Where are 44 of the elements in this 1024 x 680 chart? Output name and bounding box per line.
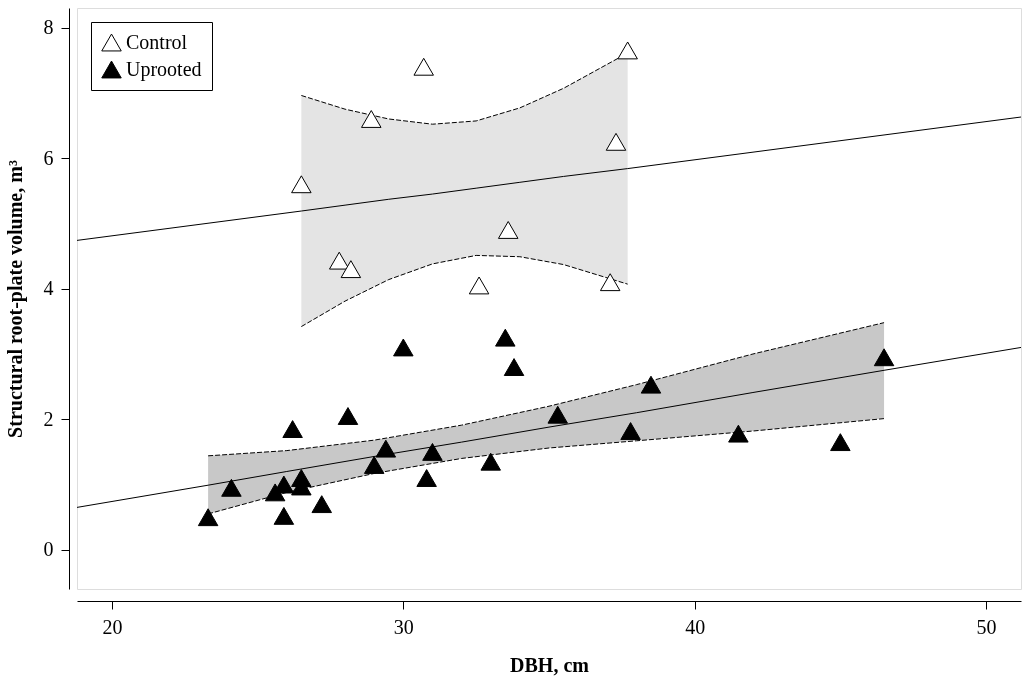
- y-tick-label: 6: [43, 146, 54, 169]
- point: [728, 424, 749, 443]
- x-tick-label: 40: [685, 615, 706, 638]
- point: [422, 442, 443, 461]
- point: [617, 41, 638, 60]
- x-tick-label: 50: [976, 615, 997, 638]
- point: [375, 439, 397, 458]
- point: [640, 375, 662, 394]
- line-series: [207, 322, 885, 457]
- x-tick-label: 20: [102, 615, 123, 638]
- y-tick-label: 2: [43, 407, 54, 430]
- legend-label: Control: [126, 30, 188, 53]
- point: [197, 508, 219, 527]
- point: [547, 405, 568, 424]
- legend-label: Uprooted: [126, 57, 202, 81]
- point: [503, 358, 525, 376]
- point: [221, 478, 242, 497]
- point: [337, 407, 359, 425]
- point: [620, 422, 641, 440]
- point: [416, 469, 437, 487]
- y-axis-title: Structural root-plate volume, m³: [3, 160, 27, 438]
- point: [311, 495, 332, 514]
- point: [363, 456, 385, 474]
- y-tick-label: 0: [43, 538, 54, 561]
- point: [273, 506, 295, 525]
- line-series: [300, 254, 629, 328]
- point: [873, 348, 895, 367]
- y-tick-label: 4: [43, 277, 54, 300]
- point: [495, 328, 516, 347]
- point: [480, 452, 501, 471]
- point: [830, 433, 851, 452]
- point: [291, 175, 312, 194]
- point: [393, 338, 414, 357]
- point: [497, 221, 519, 239]
- x-axis-title: DBH, cm: [510, 653, 590, 676]
- point: [361, 110, 382, 128]
- point: [605, 132, 627, 151]
- point: [282, 420, 303, 438]
- point: [340, 260, 362, 279]
- y-tick-label: 8: [43, 16, 54, 39]
- line-series: [76, 346, 1022, 508]
- point: [328, 251, 350, 270]
- x-tick-label: 30: [393, 615, 414, 638]
- line-series: [76, 116, 1022, 241]
